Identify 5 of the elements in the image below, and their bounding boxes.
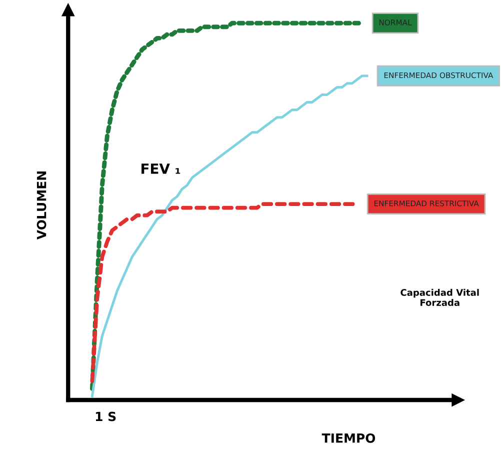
text: Capacidad Vital Forzada xyxy=(400,288,479,306)
text: 1 S xyxy=(96,412,116,422)
y-axis-title: VOLUMEN xyxy=(36,172,46,240)
annotation: FEV ₁ xyxy=(142,164,180,174)
x-axis-title: TIEMPO xyxy=(322,433,376,443)
